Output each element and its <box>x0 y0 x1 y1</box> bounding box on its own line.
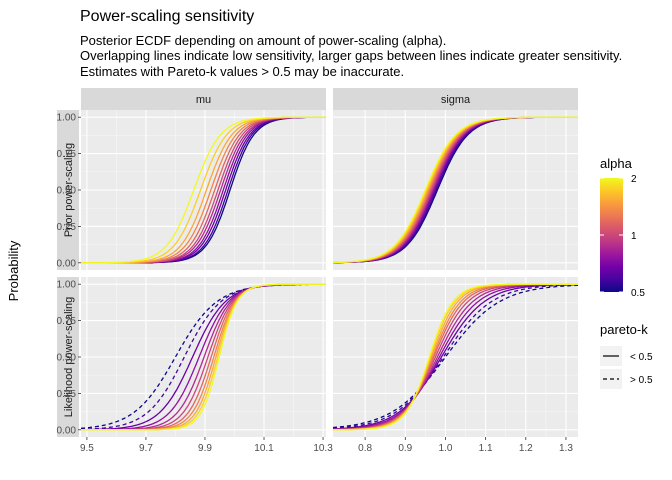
ecdf-line-alpha-0.574 <box>81 283 326 430</box>
plot-panels: mu sigma Prior power-scaling Likelihood pow… <box>57 88 578 454</box>
x-tick-label: 1.1 <box>479 443 493 454</box>
legend: alpha pareto-k 0.5 1 2 < 0.5 > 0.5 <box>600 156 653 389</box>
row-strip-1 <box>57 277 79 437</box>
ecdf-lines <box>81 116 326 264</box>
facet-strip-sigma <box>333 88 578 110</box>
x-tick-label: 9.7 <box>139 443 153 454</box>
ecdf-line-alpha-2 <box>81 283 326 431</box>
panel-mu-2: 0.00 0.25 0.50 0.75 1.00 9.5 9.7 9.9 10.1 10.3 <box>57 277 333 454</box>
ecdf-line-alpha-2 <box>81 116 326 264</box>
ecdf-lines <box>333 283 578 431</box>
chart-subtitle-line-3: Estimates with Pareto-k values > 0.5 may… <box>80 64 404 79</box>
alpha-legend-title: alpha <box>600 156 633 171</box>
alpha-colorbar <box>600 178 623 292</box>
pareto-key-label: > 0.5 <box>630 375 653 386</box>
x-tick-label: 1.0 <box>439 443 453 454</box>
y-tick-label: 0.75 <box>57 149 77 160</box>
facet-strip-label-sigma: sigma <box>441 94 471 106</box>
facet-strip-label-mu: mu <box>196 94 211 106</box>
y-tick-label: 0.50 <box>57 353 77 364</box>
y-tick-label: 1.00 <box>57 280 77 291</box>
ecdf-line-alpha-0.66 <box>333 283 578 430</box>
colorbar-label: 1 <box>631 231 637 242</box>
panel-mu-0: 0.00 0.25 0.50 0.75 1.00 <box>57 110 326 270</box>
chart-subtitle-line-1: Posterior ECDF depending on amount of po… <box>80 33 446 48</box>
y-tick-label: 1.00 <box>57 113 77 124</box>
y-tick-label: 0.00 <box>57 425 77 436</box>
x-tick-label: 1.3 <box>559 443 573 454</box>
x-tick-label: 9.5 <box>80 443 94 454</box>
pareto-legend-title: pareto-k <box>600 322 648 337</box>
x-tick-label: 9.9 <box>198 443 212 454</box>
pareto-key-label: < 0.5 <box>630 352 653 363</box>
y-axis-label: Probability <box>6 240 21 301</box>
y-tick-label: 0.00 <box>57 258 77 269</box>
y-tick-label: 0.50 <box>57 186 77 197</box>
chart-title: Power-scaling sensitivity <box>80 8 254 25</box>
x-tick-label: 0.9 <box>398 443 412 454</box>
ecdf-lines <box>333 116 578 264</box>
ecdf-lines <box>81 283 326 431</box>
ecdf-line-alpha-0.5 <box>333 284 578 429</box>
x-tick-label: 10.3 <box>313 443 333 454</box>
y-tick-label: 0.25 <box>57 389 77 400</box>
y-tick-label: 0.75 <box>57 316 77 327</box>
x-tick-label: 10.1 <box>254 443 274 454</box>
x-tick-label: 1.2 <box>519 443 533 454</box>
ecdf-line-alpha-0.574 <box>333 284 578 429</box>
colorbar-label: 0.5 <box>631 288 645 299</box>
panel-sigma-3: 0.8 0.9 1.0 1.1 1.2 1.3 <box>333 277 578 454</box>
x-tick-label: 0.8 <box>358 443 372 454</box>
y-tick-label: 0.25 <box>57 222 77 233</box>
colorbar-label: 2 <box>631 174 637 185</box>
row-strip-label-1: Likelihood power-scaling <box>63 297 75 417</box>
row-strip-0 <box>57 110 79 270</box>
facet-strip-mu <box>81 88 326 110</box>
row-strip-label-0: Prior power-scaling <box>63 143 75 237</box>
ecdf-line-alpha-2 <box>333 116 578 264</box>
panel-sigma-1 <box>333 110 578 270</box>
chart-subtitle-line-2: Overlapping lines indicate low sensitivi… <box>80 48 622 63</box>
ecdf-line-alpha-2 <box>333 283 578 431</box>
